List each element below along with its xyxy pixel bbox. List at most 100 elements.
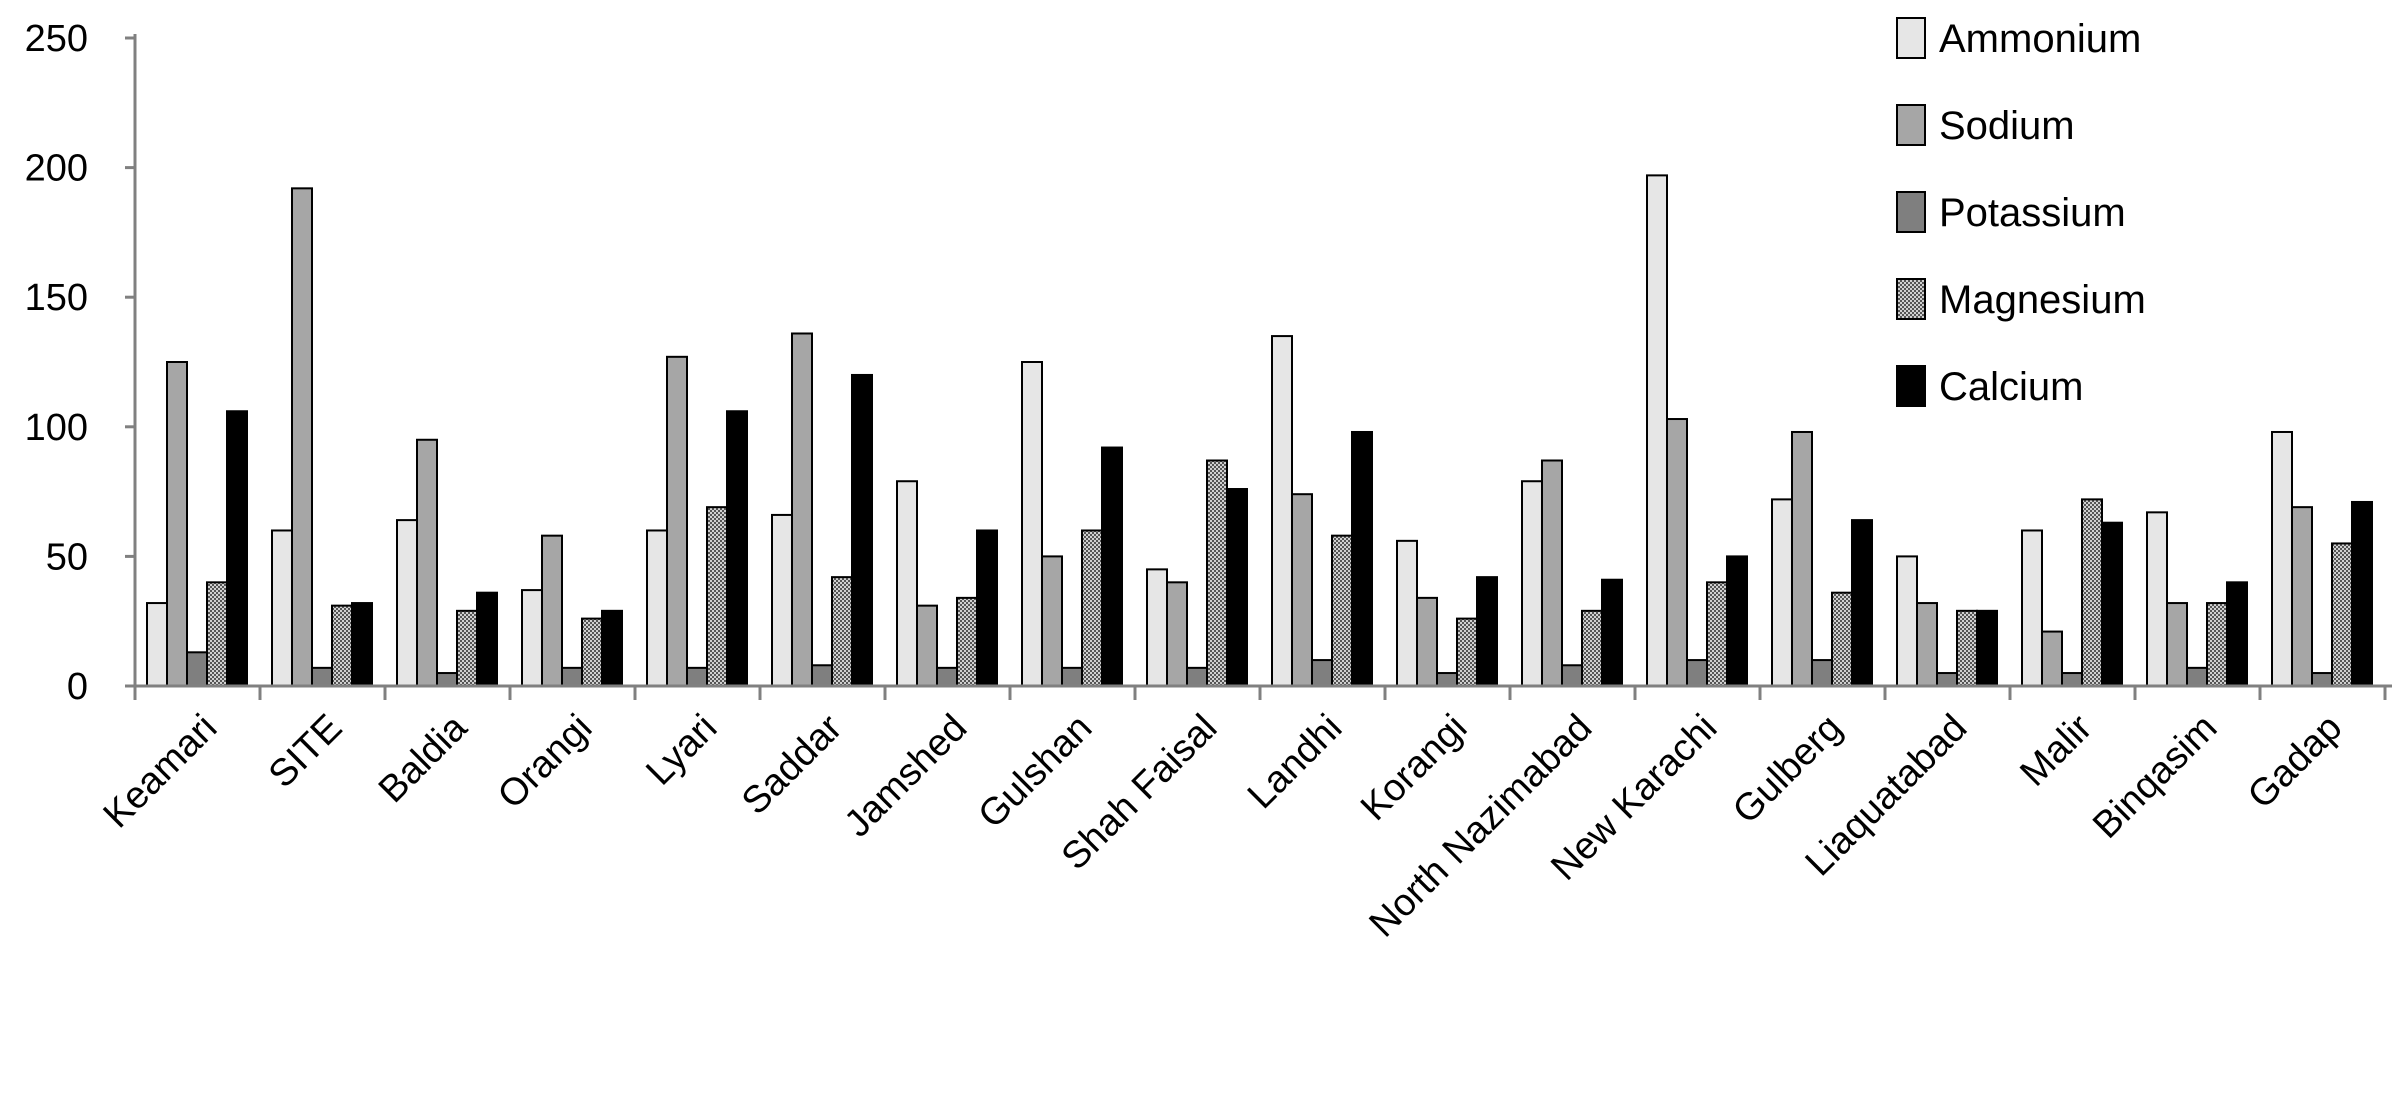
bar-magnesium-site xyxy=(331,604,353,688)
x-tick-label: Landhi xyxy=(1240,707,1350,817)
bar-ammonium-gadap xyxy=(2271,430,2293,688)
x-tick-label: Lyari xyxy=(638,707,725,794)
plot-area xyxy=(146,174,2373,688)
bar-sodium-baldia xyxy=(416,438,438,688)
bar-magnesium-new-karachi xyxy=(1706,581,1728,688)
x-tick-label: Binqasim xyxy=(2085,707,2225,847)
y-tick-label: 100 xyxy=(25,407,88,449)
x-tick-label: Jamshed xyxy=(837,707,976,846)
bar-calcium-lyari xyxy=(726,410,748,687)
bar-sodium-saddar xyxy=(791,332,813,687)
bar-ammonium-keamari xyxy=(146,602,168,688)
x-tick-label: Gadap xyxy=(2240,707,2350,817)
bar-ammonium-malir xyxy=(2021,529,2043,687)
bar-calcium-jamshed xyxy=(976,529,998,687)
bar-sodium-lyari xyxy=(666,355,688,687)
bar-ammonium-site xyxy=(271,529,293,687)
bar-sodium-shah-faisal xyxy=(1166,581,1188,688)
legend-swatch-magnesium xyxy=(1896,278,1926,320)
bar-calcium-site xyxy=(351,602,373,688)
bar-ammonium-liaquatabad xyxy=(1896,555,1918,688)
bar-sodium-orangi xyxy=(541,534,563,687)
bar-potassium-jamshed xyxy=(936,666,958,688)
bar-potassium-new-karachi xyxy=(1686,659,1708,688)
x-tick-label: Orangi xyxy=(490,707,600,817)
bar-magnesium-gulshan xyxy=(1081,529,1103,687)
bar-calcium-malir xyxy=(2101,521,2123,687)
bar-calcium-shah-faisal xyxy=(1226,488,1248,687)
bar-calcium-orangi xyxy=(601,609,623,687)
bar-magnesium-north-nazimabad xyxy=(1581,609,1603,687)
bar-potassium-korangi xyxy=(1436,672,1458,687)
y-tick-label: 50 xyxy=(46,536,88,578)
legend-label-magnesium: Magnesium xyxy=(1939,278,2146,322)
bar-magnesium-gadap xyxy=(2331,542,2353,687)
bar-magnesium-jamshed xyxy=(956,596,978,688)
bar-magnesium-orangi xyxy=(581,617,603,687)
bar-sodium-gadap xyxy=(2291,506,2313,688)
bar-potassium-orangi xyxy=(561,666,583,688)
bar-ammonium-shah-faisal xyxy=(1146,568,1168,687)
bar-potassium-gulberg xyxy=(1811,659,1833,688)
bar-ammonium-binqasim xyxy=(2146,511,2168,687)
bar-sodium-jamshed xyxy=(916,604,938,688)
bar-potassium-gadap xyxy=(2311,672,2333,687)
bar-magnesium-binqasim xyxy=(2206,602,2228,688)
legend-label-ammonium: Ammonium xyxy=(1939,17,2141,61)
bar-sodium-site xyxy=(291,187,313,687)
legend: Ammonium Sodium Potassium Magnesium Calcium xyxy=(1896,17,2146,409)
bar-calcium-new-karachi xyxy=(1726,555,1748,688)
x-tick-label: Malir xyxy=(2012,706,2100,794)
bar-ammonium-north-nazimabad xyxy=(1521,480,1543,687)
bar-ammonium-landhi xyxy=(1271,335,1293,687)
bar-ammonium-gulshan xyxy=(1021,361,1043,687)
x-tick-label: Korangi xyxy=(1353,707,1475,829)
bar-calcium-landhi xyxy=(1351,430,1373,688)
bar-calcium-gulshan xyxy=(1101,446,1123,688)
bar-potassium-saddar xyxy=(811,664,833,687)
y-tick-label: 0 xyxy=(67,666,88,708)
bar-potassium-gulshan xyxy=(1061,666,1083,688)
bar-calcium-binqasim xyxy=(2226,581,2248,688)
bar-ammonium-jamshed xyxy=(896,480,918,687)
bar-ammonium-korangi xyxy=(1396,539,1418,688)
x-tick-label: Baldia xyxy=(371,706,476,811)
bar-sodium-malir xyxy=(2041,630,2063,687)
legend-label-calcium: Calcium xyxy=(1939,365,2083,409)
bar-potassium-binqasim xyxy=(2186,666,2208,688)
bar-calcium-north-nazimabad xyxy=(1601,578,1623,688)
bar-potassium-liaquatabad xyxy=(1936,672,1958,687)
x-tick-label: Gulshan xyxy=(971,707,1101,837)
bar-sodium-new-karachi xyxy=(1666,418,1688,687)
x-tick-label: North Nazimabad xyxy=(1362,707,1601,946)
bar-ammonium-baldia xyxy=(396,519,418,687)
bar-sodium-gulshan xyxy=(1041,555,1063,688)
bar-sodium-liaquatabad xyxy=(1916,602,1938,688)
bar-magnesium-landhi xyxy=(1331,534,1353,687)
bar-sodium-north-nazimabad xyxy=(1541,459,1563,687)
bar-potassium-baldia xyxy=(436,672,458,687)
bar-potassium-north-nazimabad xyxy=(1561,664,1583,687)
bar-magnesium-malir xyxy=(2081,498,2103,687)
bar-sodium-landhi xyxy=(1291,493,1313,687)
bar-potassium-shah-faisal xyxy=(1186,666,1208,688)
bar-magnesium-lyari xyxy=(706,506,728,688)
legend-label-potassium: Potassium xyxy=(1939,191,2126,235)
bar-potassium-lyari xyxy=(686,666,708,688)
bar-calcium-saddar xyxy=(851,373,873,687)
bar-magnesium-liaquatabad xyxy=(1956,609,1978,687)
bar-magnesium-saddar xyxy=(831,576,853,687)
bar-magnesium-shah-faisal xyxy=(1206,459,1228,687)
x-tick-label: Keamari xyxy=(96,707,226,837)
bar-calcium-liaquatabad xyxy=(1976,609,1998,687)
bar-ammonium-lyari xyxy=(646,529,668,687)
bar-potassium-malir xyxy=(2061,672,2083,687)
legend-swatch-sodium xyxy=(1896,104,1926,146)
bar-magnesium-baldia xyxy=(456,609,478,687)
bar-magnesium-gulberg xyxy=(1831,591,1853,687)
legend-swatch-potassium xyxy=(1896,191,1926,233)
bar-sodium-korangi xyxy=(1416,596,1438,688)
bar-calcium-korangi xyxy=(1476,576,1498,687)
bar-potassium-site xyxy=(311,666,333,688)
